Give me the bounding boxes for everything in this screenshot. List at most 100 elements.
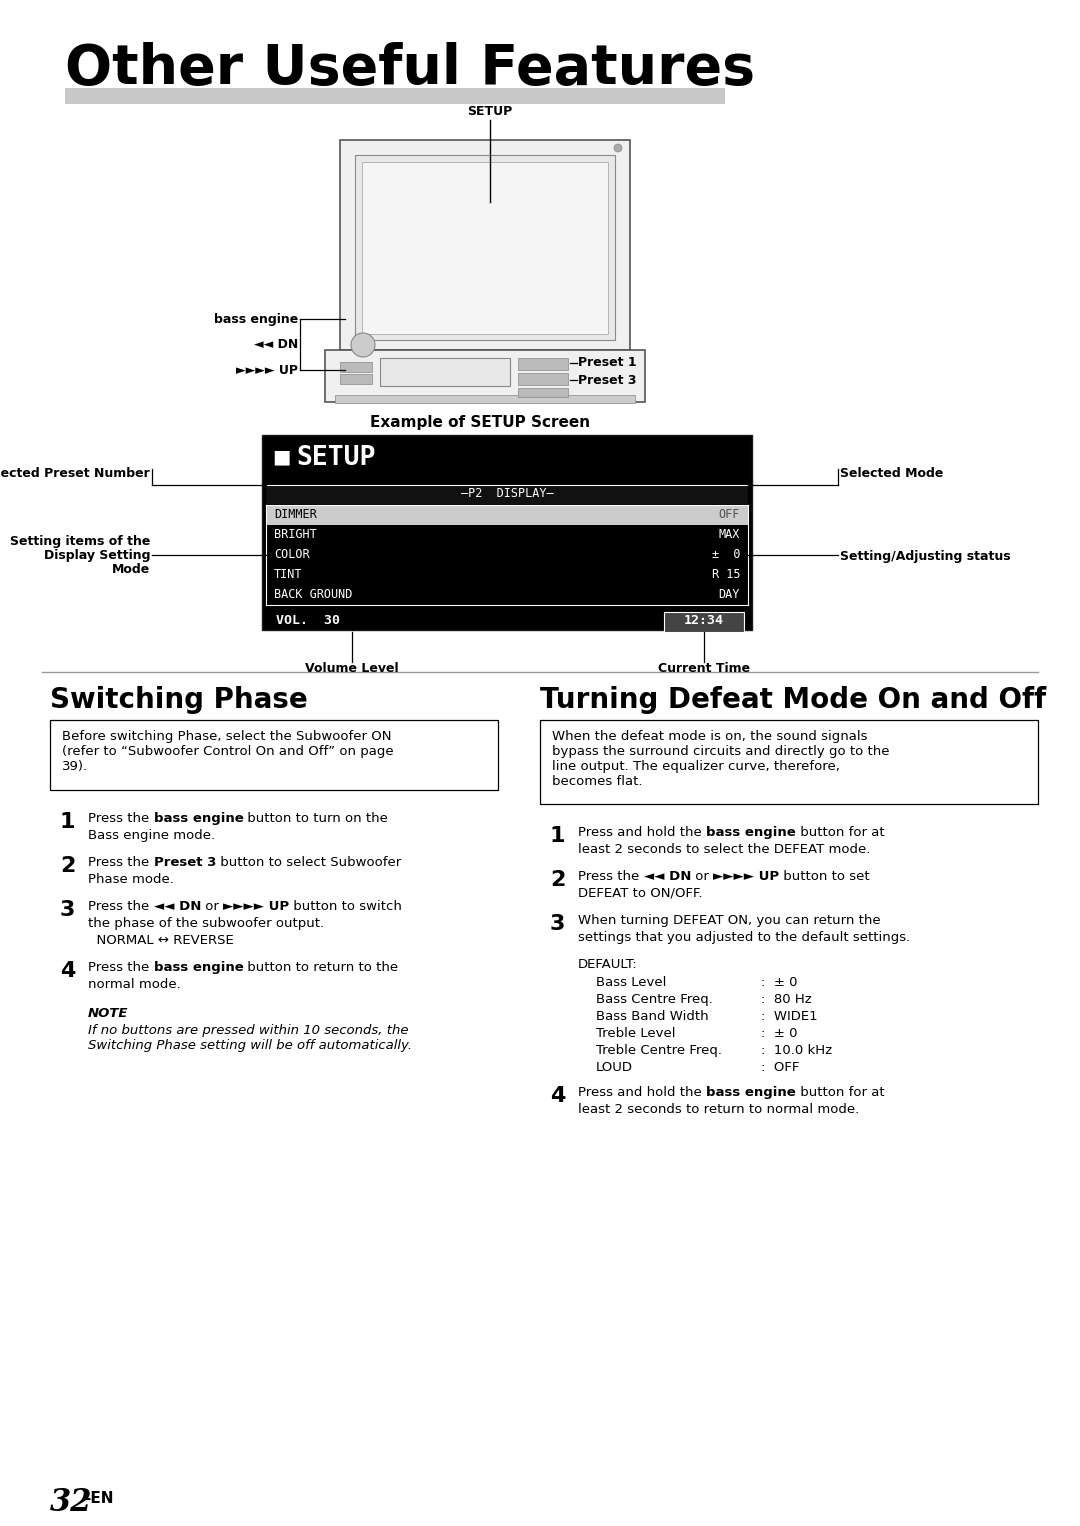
Text: button to switch: button to switch (289, 900, 402, 913)
Text: Treble Level: Treble Level (596, 1027, 675, 1041)
Text: button to turn on the: button to turn on the (243, 812, 388, 826)
Text: DIMMER: DIMMER (274, 508, 316, 520)
Text: ◄◄ DN: ◄◄ DN (254, 339, 298, 351)
Text: Press and hold the: Press and hold the (578, 826, 706, 839)
Bar (266, 485, 748, 504)
Text: normal mode.: normal mode. (87, 978, 180, 990)
Text: -EN: -EN (84, 1491, 113, 1506)
Text: :  OFF: : OFF (761, 1061, 799, 1074)
Text: If no buttons are pressed within 10 seconds, the
Switching Phase setting will be: If no buttons are pressed within 10 seco… (87, 1024, 413, 1051)
Text: Press the: Press the (87, 961, 153, 974)
Text: Selected Preset Number: Selected Preset Number (0, 467, 150, 481)
Text: Preset 1: Preset 1 (578, 357, 636, 369)
Text: Press the: Press the (87, 812, 153, 826)
Text: Setting/Adjusting status: Setting/Adjusting status (840, 549, 1011, 563)
Text: Display Setting: Display Setting (43, 549, 150, 562)
Text: button for at: button for at (796, 1087, 885, 1099)
Text: settings that you adjusted to the default settings.: settings that you adjusted to the defaul… (578, 931, 910, 945)
Text: bass engine: bass engine (153, 812, 243, 826)
Text: 4: 4 (550, 1087, 565, 1106)
Text: ►►►► UP: ►►►► UP (222, 900, 289, 913)
Bar (50, 720, 498, 790)
Text: Treble Centre Freq.: Treble Centre Freq. (596, 1044, 723, 1058)
Text: bass engine: bass engine (706, 826, 796, 839)
Text: Bass Centre Freq.: Bass Centre Freq. (596, 993, 713, 1006)
Text: least 2 seconds to return to normal mode.: least 2 seconds to return to normal mode… (578, 1103, 860, 1116)
Text: NOTE: NOTE (87, 1007, 129, 1019)
Text: Phase mode.: Phase mode. (87, 873, 174, 887)
Text: TINT: TINT (274, 568, 302, 581)
Text: :  80 Hz: : 80 Hz (761, 993, 812, 1006)
Text: R 15: R 15 (712, 568, 740, 581)
Text: button for at: button for at (796, 826, 885, 839)
Text: DEFEAT to ON/OFF.: DEFEAT to ON/OFF. (578, 887, 702, 900)
Text: :  ± 0: : ± 0 (761, 1027, 797, 1041)
Text: NORMAL ↔ REVERSE: NORMAL ↔ REVERSE (87, 934, 233, 948)
Text: SETUP: SETUP (468, 105, 513, 118)
Text: or: or (201, 900, 222, 913)
Text: Preset 3: Preset 3 (153, 856, 216, 868)
Bar (362, 162, 608, 334)
Text: Current Time: Current Time (658, 662, 751, 674)
Text: least 2 seconds to select the DEFEAT mode.: least 2 seconds to select the DEFEAT mod… (578, 842, 870, 856)
Text: BRIGHT: BRIGHT (274, 528, 316, 542)
Text: Press and hold the: Press and hold the (578, 1087, 706, 1099)
Bar (340, 374, 372, 385)
Text: LOUD: LOUD (596, 1061, 633, 1074)
Text: ◄◄ DN: ◄◄ DN (153, 900, 201, 913)
Text: 4: 4 (60, 961, 76, 981)
Text: Bass engine mode.: Bass engine mode. (87, 829, 215, 842)
Text: 1: 1 (60, 812, 76, 832)
Text: ►►►► UP: ►►►► UP (237, 363, 298, 377)
Bar (325, 349, 645, 401)
Text: Press the: Press the (87, 856, 153, 868)
Bar (518, 372, 568, 385)
Bar (380, 359, 510, 386)
Text: :  10.0 kHz: : 10.0 kHz (761, 1044, 832, 1058)
Text: DEFAULT:: DEFAULT: (578, 958, 638, 971)
Text: 12:34: 12:34 (684, 613, 724, 627)
Text: bass engine: bass engine (153, 961, 243, 974)
Text: Bass Band Width: Bass Band Width (596, 1010, 708, 1022)
Text: button to set: button to set (779, 870, 869, 884)
Text: ◄◄ DN: ◄◄ DN (644, 870, 691, 884)
Text: Other Useful Features: Other Useful Features (65, 43, 755, 96)
Text: Press the: Press the (578, 870, 644, 884)
Bar (340, 362, 372, 372)
Text: bass engine: bass engine (706, 1087, 796, 1099)
Text: 2: 2 (550, 870, 565, 890)
Text: Selected Mode: Selected Mode (840, 467, 943, 481)
Text: 1: 1 (550, 826, 566, 845)
Text: DAY: DAY (718, 588, 740, 601)
Text: :  WIDE1: : WIDE1 (761, 1010, 818, 1022)
Bar (65, 89, 725, 104)
Text: VOL.  30: VOL. 30 (276, 613, 340, 627)
Text: Volume Level: Volume Level (306, 662, 399, 674)
Bar (340, 140, 630, 349)
Text: 3: 3 (550, 914, 565, 934)
Text: Press the: Press the (87, 900, 153, 913)
Text: 32: 32 (50, 1486, 93, 1518)
Text: bass engine: bass engine (214, 313, 298, 325)
Text: 2: 2 (60, 856, 76, 876)
Text: —P2  DISPLAY—: —P2 DISPLAY— (461, 487, 553, 501)
Text: :  ± 0: : ± 0 (761, 977, 797, 989)
Text: ►►►► UP: ►►►► UP (713, 870, 779, 884)
Text: SETUP: SETUP (296, 446, 376, 472)
Text: When the defeat mode is on, the sound signals
bypass the surround circuits and d: When the defeat mode is on, the sound si… (552, 729, 890, 787)
Text: ±  0: ± 0 (712, 548, 740, 562)
Circle shape (615, 143, 622, 153)
Text: BACK GROUND: BACK GROUND (274, 588, 352, 601)
Text: Turning Defeat Mode On and Off: Turning Defeat Mode On and Off (540, 687, 1047, 714)
Text: Mode: Mode (111, 563, 150, 575)
Text: COLOR: COLOR (274, 548, 310, 562)
Bar (266, 505, 748, 525)
Bar (335, 395, 635, 403)
Text: 3: 3 (60, 900, 76, 920)
Text: Switching Phase: Switching Phase (50, 687, 308, 714)
Bar (262, 435, 752, 630)
Bar (355, 156, 615, 340)
Bar (664, 612, 744, 632)
Circle shape (351, 333, 375, 357)
Text: or: or (691, 870, 713, 884)
